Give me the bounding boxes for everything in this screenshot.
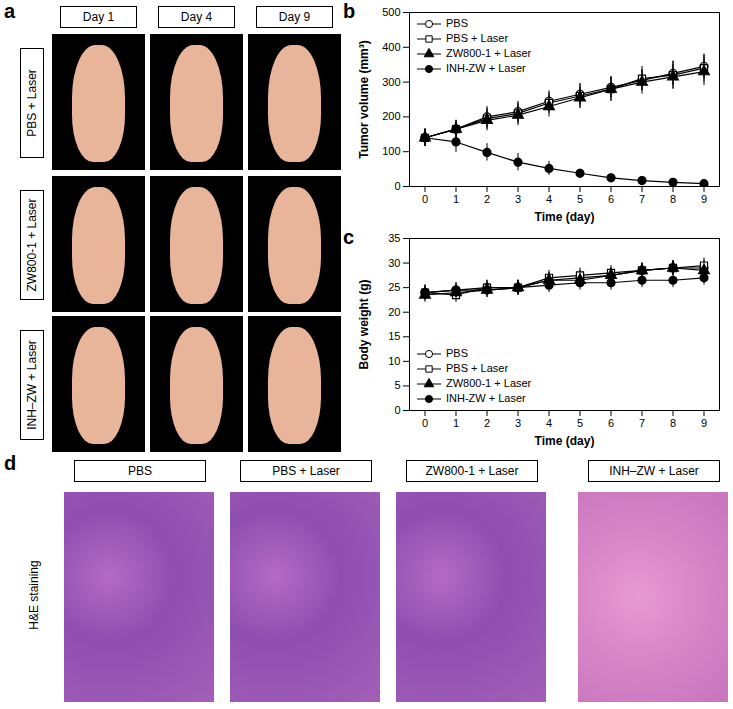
html-text:ZW800-1 + Laser: ZW800-1 + Laser — [446, 47, 532, 59]
svg-text:0: 0 — [394, 180, 400, 192]
html-text:INH-ZW + Laser: INH-ZW + Laser — [446, 392, 526, 404]
svg-text:2: 2 — [484, 417, 490, 429]
html-text:ZW800-1 + Laser: ZW800-1 + Laser — [446, 377, 532, 389]
html-text:INH–ZW + Laser: INH–ZW + Laser — [609, 464, 699, 478]
svg-text:200: 200 — [382, 110, 400, 122]
svg-text:25: 25 — [388, 281, 400, 293]
svg-text:7: 7 — [639, 193, 645, 205]
svg-text:1: 1 — [453, 417, 459, 429]
svg-text:15: 15 — [388, 330, 400, 342]
svg-text:6: 6 — [608, 417, 614, 429]
svg-text:0: 0 — [394, 404, 400, 416]
svg-text:400: 400 — [382, 41, 400, 53]
svg-text:5: 5 — [394, 379, 400, 391]
svg-text:9: 9 — [701, 193, 707, 205]
html-text:ZW800-1 + Laser: ZW800-1 + Laser — [25, 198, 39, 292]
svg-text:30: 30 — [388, 257, 400, 269]
html-text:a: a — [4, 0, 16, 22]
svg-text:20: 20 — [388, 306, 400, 318]
html-text:Day 4: Day 4 — [180, 10, 213, 24]
svg-text:Time (day): Time (day) — [535, 210, 595, 224]
html-text:d: d — [4, 452, 17, 474]
svg-text:500: 500 — [382, 6, 400, 18]
svg-text:3: 3 — [515, 417, 521, 429]
svg-text:0: 0 — [422, 193, 428, 205]
html-text:PBS + Laser: PBS + Laser — [272, 464, 340, 478]
svg-text:5: 5 — [577, 417, 583, 429]
html-text:H&E staining: H&E staining — [27, 560, 41, 630]
html-text:c: c — [343, 226, 355, 248]
svg-text:Time (day): Time (day) — [535, 434, 595, 448]
svg-text:300: 300 — [382, 76, 400, 88]
html-text:Day 1: Day 1 — [82, 10, 115, 24]
svg-text:5: 5 — [577, 193, 583, 205]
html-text:PBS + Laser: PBS + Laser — [25, 69, 39, 137]
html-text:PBS + Laser: PBS + Laser — [446, 32, 509, 44]
svg-text:4: 4 — [546, 193, 552, 205]
html-text:b: b — [343, 0, 356, 22]
svg-text:3: 3 — [515, 193, 521, 205]
svg-text:Body weight (g): Body weight (g) — [357, 280, 371, 370]
html-text:ZW800-1 + Laser: ZW800-1 + Laser — [425, 464, 519, 478]
svg-text:35: 35 — [388, 232, 400, 244]
html-text:PBS: PBS — [128, 464, 152, 478]
svg-text:8: 8 — [670, 193, 676, 205]
svg-text:1: 1 — [453, 193, 459, 205]
html-text:INH–ZW + Laser: INH–ZW + Laser — [25, 340, 39, 430]
html-text:PBS: PBS — [446, 347, 468, 359]
svg-text:0: 0 — [422, 417, 428, 429]
svg-text:2: 2 — [484, 193, 490, 205]
svg-text:6: 6 — [608, 193, 614, 205]
html-text:PBS: PBS — [446, 17, 468, 29]
svg-text:8: 8 — [670, 417, 676, 429]
html-text:PBS + Laser: PBS + Laser — [446, 362, 509, 374]
svg-text:10: 10 — [388, 355, 400, 367]
html-text:Day 9: Day 9 — [278, 10, 311, 24]
svg-text:9: 9 — [701, 417, 707, 429]
svg-text:100: 100 — [382, 145, 400, 157]
html-text:INH-ZW + Laser: INH-ZW + Laser — [446, 62, 526, 74]
svg-text:4: 4 — [546, 417, 552, 429]
svg-text:Tumor volume (mm³): Tumor volume (mm³) — [357, 40, 371, 158]
svg-text:7: 7 — [639, 417, 645, 429]
